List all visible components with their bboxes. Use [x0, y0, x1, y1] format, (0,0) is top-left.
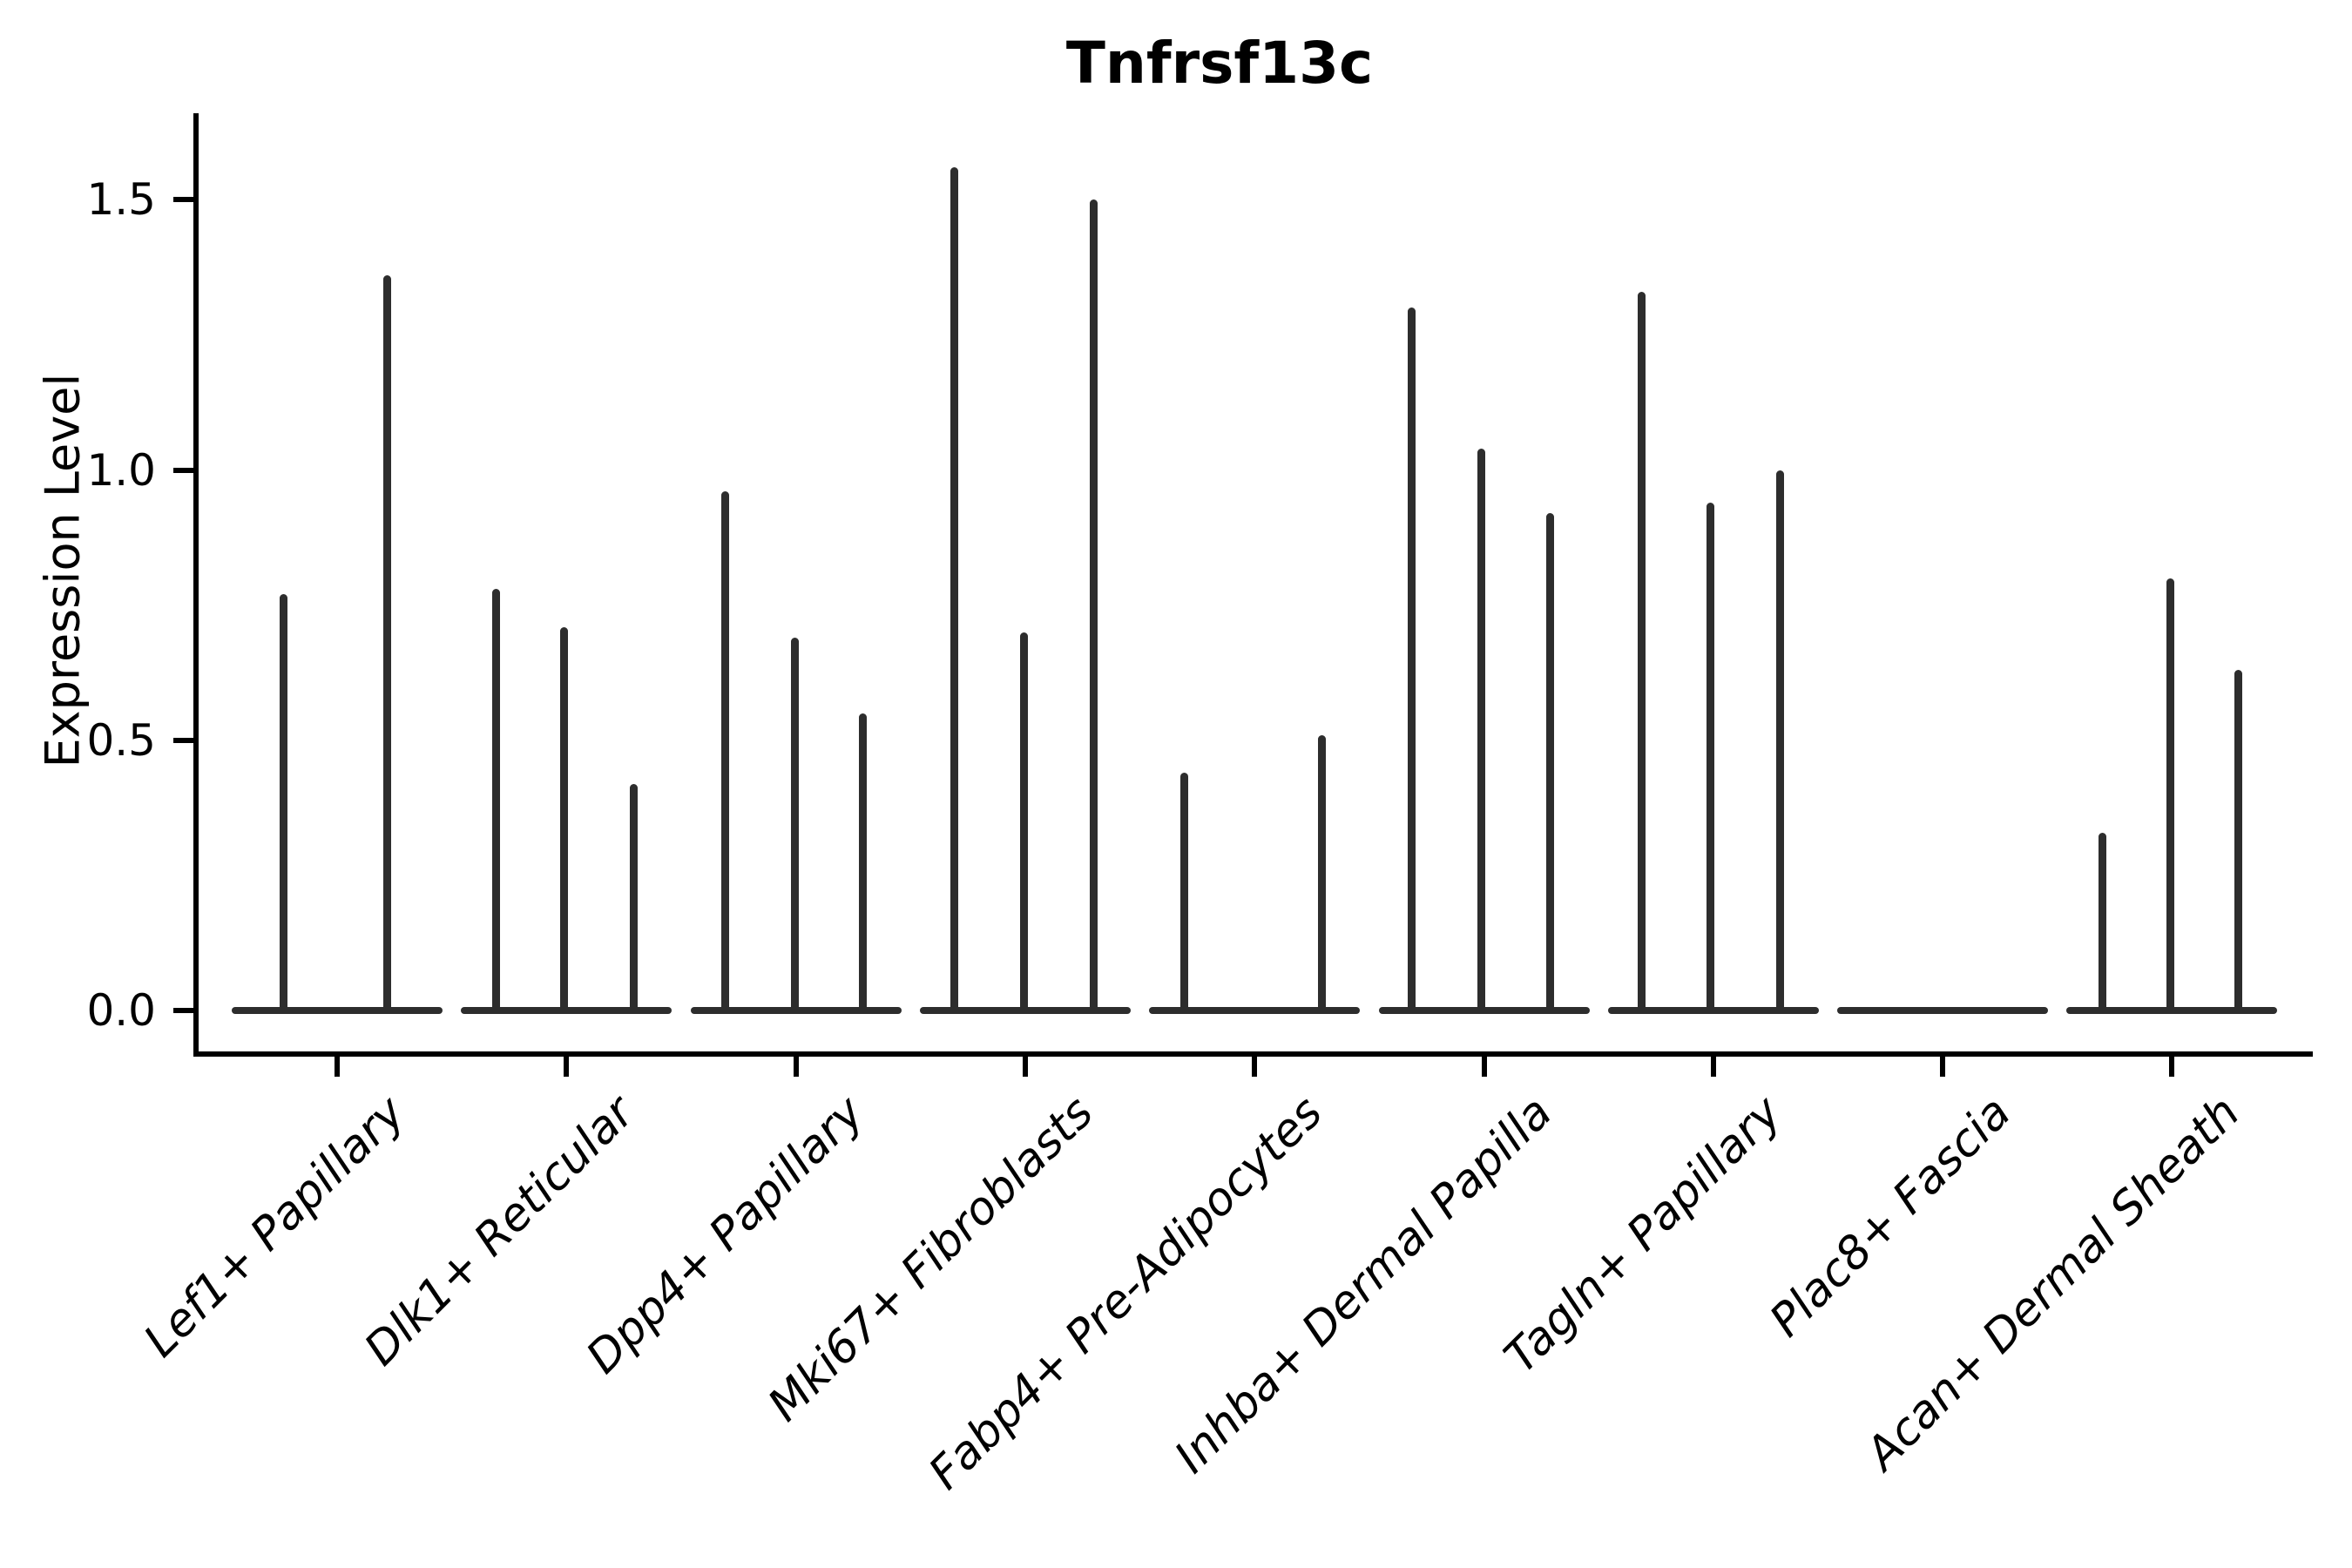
- violin-spike: [859, 713, 868, 1013]
- violin-spike: [1408, 308, 1416, 1013]
- violin-spike: [2234, 670, 2242, 1013]
- violin-base: [1837, 1007, 2049, 1015]
- violin-spike: [1020, 632, 1029, 1013]
- violin-spike: [629, 783, 638, 1013]
- x-tick: [1022, 1054, 1028, 1077]
- violin-spike: [721, 491, 730, 1013]
- x-axis-label: Inhba+ Dermal Papilla: [1165, 1086, 1563, 1484]
- violin-base: [1149, 1007, 1361, 1015]
- y-tick-label: 1.5: [86, 174, 156, 226]
- violin-spike: [1090, 199, 1098, 1013]
- x-axis-label: Plac8+ Fascia: [1760, 1086, 2021, 1348]
- x-axis-label: Fabp4+ Pre-Adipocytes: [919, 1086, 1333, 1500]
- violin-spike: [1776, 470, 1785, 1013]
- violin-spike: [1317, 734, 1326, 1013]
- violin-spike: [2166, 578, 2174, 1013]
- violin-spike: [950, 167, 959, 1013]
- chart-title: Tnfrsf13c: [1065, 30, 1374, 97]
- violin-spike: [1707, 502, 1715, 1013]
- x-tick: [1252, 1054, 1258, 1077]
- y-tick-label: 0.5: [86, 715, 156, 766]
- y-tick-label: 0.0: [86, 985, 156, 1037]
- violin-spike: [382, 275, 391, 1013]
- violin-spike: [791, 638, 800, 1013]
- violin-spike: [1477, 448, 1485, 1013]
- y-tick: [173, 197, 196, 203]
- x-tick: [1481, 1054, 1487, 1077]
- x-tick: [1710, 1054, 1716, 1077]
- y-tick: [173, 738, 196, 743]
- x-tick: [335, 1054, 340, 1077]
- violin-spike: [279, 594, 287, 1013]
- violin-spike: [2098, 832, 2106, 1013]
- violin-spike: [1179, 773, 1188, 1013]
- violin-spike: [491, 589, 500, 1013]
- y-tick: [173, 1008, 196, 1014]
- violin-base: [232, 1007, 443, 1015]
- x-tick: [793, 1054, 799, 1077]
- x-tick: [564, 1054, 570, 1077]
- x-axis-label: Acan+ Dermal Sheath: [1856, 1086, 2251, 1481]
- violin-spike: [1546, 513, 1554, 1013]
- violin-spike: [559, 626, 568, 1013]
- x-tick: [2169, 1054, 2175, 1077]
- violin-spike: [1638, 291, 1646, 1013]
- y-tick: [173, 467, 196, 473]
- y-axis-label: Expression Level: [35, 373, 91, 768]
- x-tick: [1940, 1054, 1946, 1077]
- y-tick-label: 1.0: [86, 444, 156, 496]
- plot-area: [193, 113, 2313, 1057]
